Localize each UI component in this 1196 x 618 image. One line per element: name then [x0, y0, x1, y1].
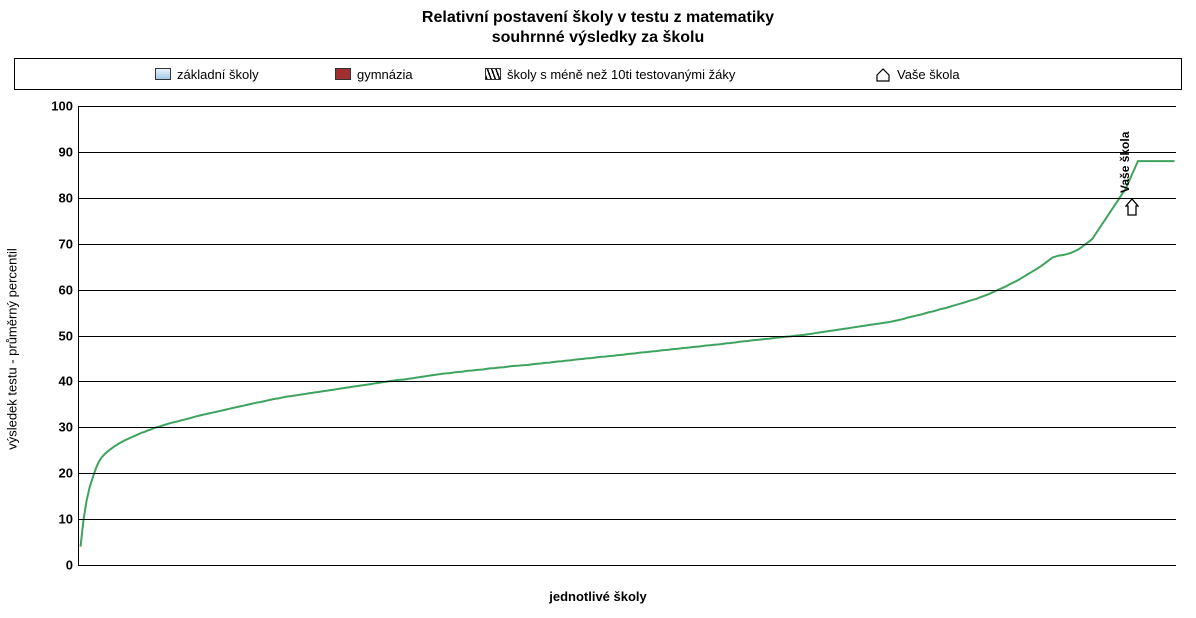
legend-label: školy s méně než 10ti testovanými žáky — [507, 67, 735, 82]
chart-container: { "title_line1": "Relativní postavení šk… — [0, 0, 1196, 618]
grid-line — [79, 198, 1176, 199]
legend-item: gymnázia — [335, 67, 413, 82]
y-tick-label: 50 — [59, 328, 73, 343]
your-school-label: Vaše škola — [1118, 132, 1132, 193]
grid-line — [79, 290, 1176, 291]
legend-swatch — [485, 68, 501, 80]
chart-title: Relativní postavení školy v testu z mate… — [0, 0, 1196, 48]
y-tick-label: 80 — [59, 190, 73, 205]
legend-swatch — [875, 66, 891, 82]
grid-line — [79, 473, 1176, 474]
your-school-marker — [1125, 198, 1139, 216]
legend: základní školy gymnázia školy s méně než 1… — [14, 58, 1182, 90]
y-axis-label: výsledek testu - průměrný percentil — [5, 248, 20, 450]
legend-label: Vaše škola — [897, 67, 960, 82]
x-axis-label: jednotlivé školy — [549, 589, 647, 604]
legend-swatch — [155, 68, 171, 80]
grid-line — [79, 152, 1176, 153]
grid-line — [79, 381, 1176, 382]
grid-line — [79, 106, 1176, 107]
y-tick-label: 40 — [59, 374, 73, 389]
y-tick-label: 90 — [59, 144, 73, 159]
title-line-1: Relativní postavení školy v testu z mate… — [422, 9, 774, 26]
y-tick-label: 60 — [59, 282, 73, 297]
chart-area: výsledek testu - průměrný percentil jedn… — [14, 100, 1182, 598]
legend-item: Vaše škola — [875, 66, 960, 82]
title-line-2: souhrnné výsledky za školu — [492, 29, 705, 46]
grid-line — [79, 427, 1176, 428]
y-tick-label: 30 — [59, 420, 73, 435]
y-tick-label: 70 — [59, 236, 73, 251]
legend-swatch — [335, 68, 351, 80]
y-tick-label: 10 — [59, 512, 73, 527]
legend-label: základní školy — [177, 67, 259, 82]
legend-label: gymnázia — [357, 67, 413, 82]
legend-item: základní školy — [155, 67, 259, 82]
grid-line — [79, 244, 1176, 245]
y-tick-label: 20 — [59, 466, 73, 481]
legend-item: školy s méně než 10ti testovanými žáky — [485, 67, 735, 82]
grid-line — [79, 336, 1176, 337]
y-tick-label: 0 — [66, 558, 73, 573]
grid-line — [79, 519, 1176, 520]
y-tick-label: 100 — [51, 99, 73, 114]
plot-region: 0102030405060708090100Vaše škola — [78, 106, 1176, 566]
